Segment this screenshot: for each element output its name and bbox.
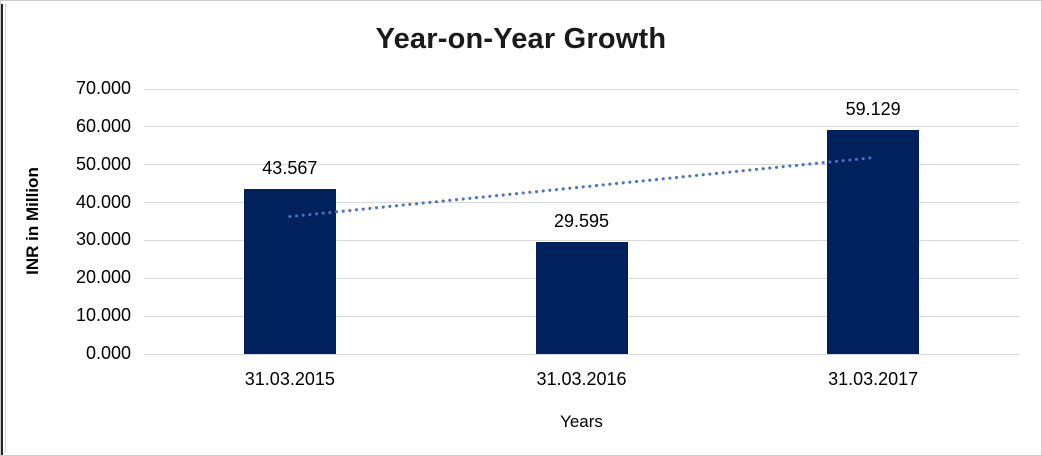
plot-area [144,88,1019,355]
gridline [144,126,1019,128]
data-label: 29.595 [553,210,610,231]
gridline [144,239,1019,241]
left-window-edge [1,4,3,455]
y-axis-title-text: INR in Million [23,167,42,275]
y-tick-label: 70.000 [75,78,131,98]
data-label: 59.129 [845,99,901,120]
chart-title: Year-on-Year Growth [375,23,667,55]
linear-trendline [288,156,875,219]
bar-31.03.2017 [827,130,920,354]
y-tick-label: 20.000 [75,267,131,288]
x-axis-title: Years [560,412,603,431]
y-tick-label: 10.000 [75,305,131,326]
frame-inner-border [5,3,6,453]
x-tick-label: 31.03.2015 [244,369,335,389]
y-tick-label: 0.000 [85,343,131,363]
y-tick-label: 40.000 [75,191,131,212]
x-tick-label: 31.03.2017 [828,369,919,389]
x-axis-line [144,353,1019,355]
gridline [144,202,1019,204]
gridline [144,164,1019,166]
bar-31.03.2016 [535,241,628,354]
y-tick-label: 50.000 [75,153,131,174]
x-tick-label: 31.03.2016 [536,369,627,389]
gridline [144,88,1019,90]
data-label: 43.567 [262,158,318,179]
y-tick-label: 30.000 [75,229,131,250]
y-tick-label: 60.000 [75,115,131,136]
